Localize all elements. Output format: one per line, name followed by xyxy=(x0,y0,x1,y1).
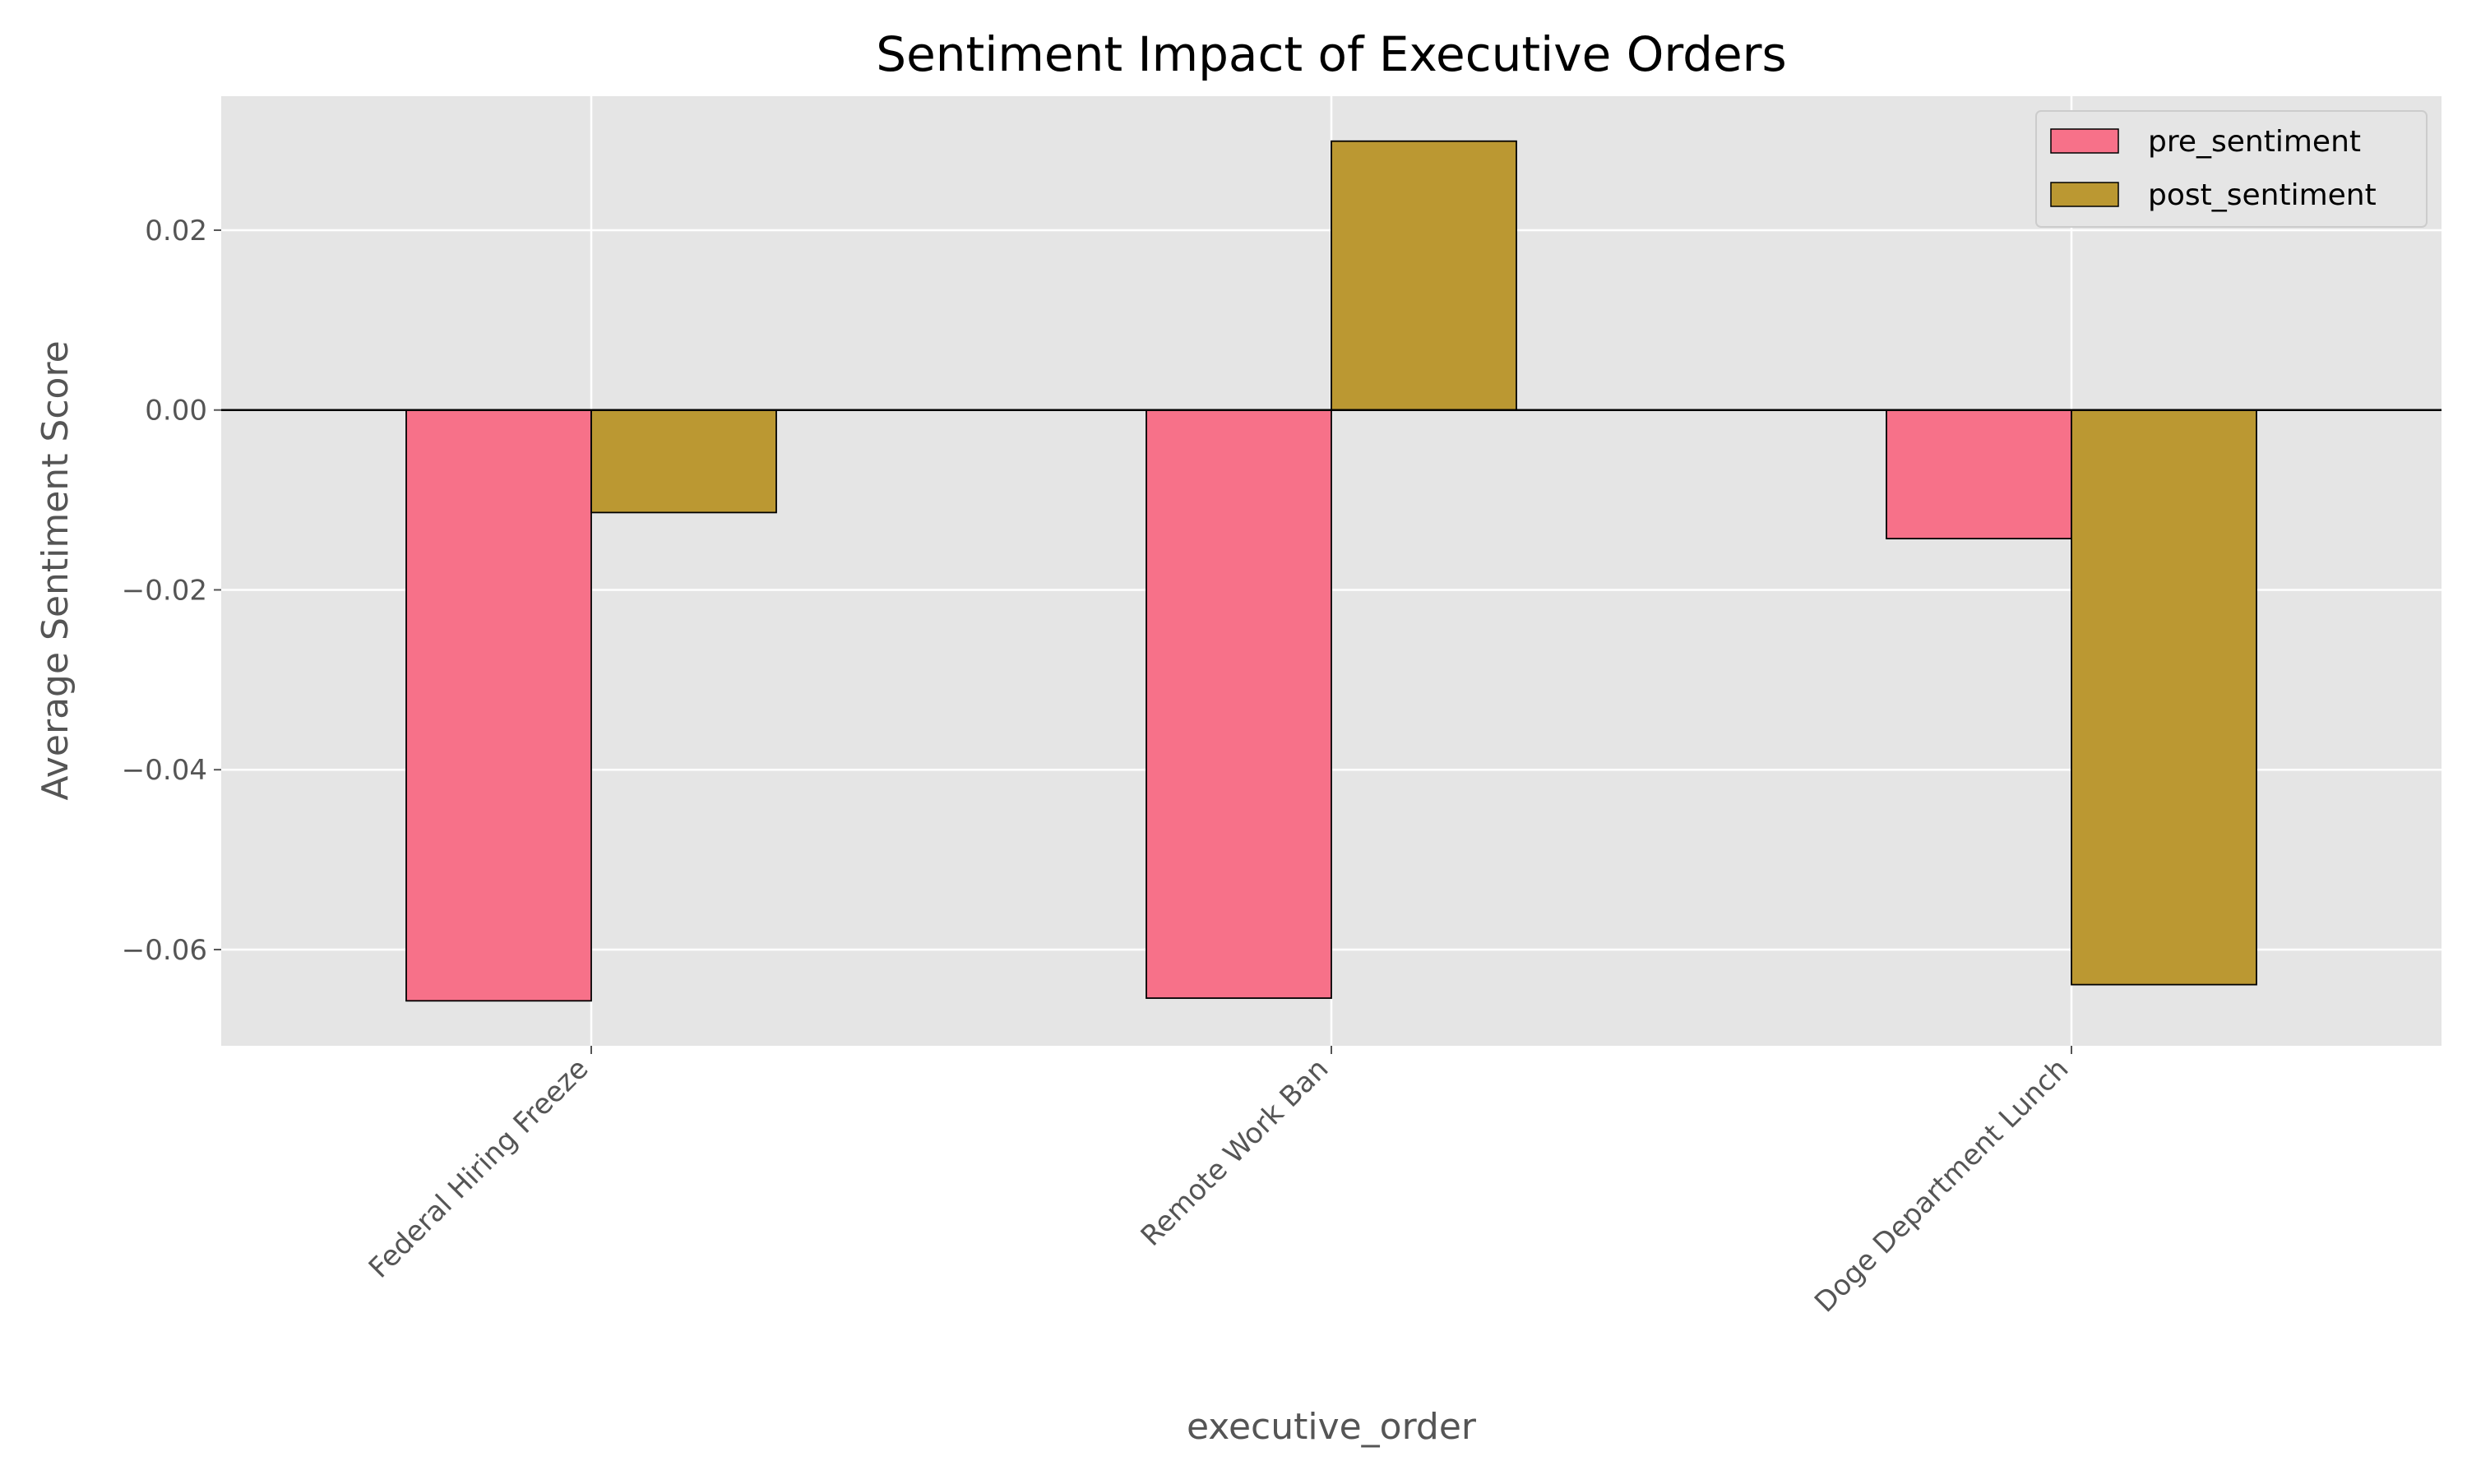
y-tick-label: 0.00 xyxy=(145,395,207,428)
legend-frame xyxy=(2035,110,2428,228)
legend: pre_sentiment post_sentiment xyxy=(2035,110,2428,228)
y-tick-label: 0.02 xyxy=(145,215,207,247)
legend-label-post: post_sentiment xyxy=(2148,178,2377,212)
bar-pre-sentiment xyxy=(1146,409,1332,999)
y-tick-label: −0.04 xyxy=(122,754,207,787)
chart-title: Sentiment Impact of Executive Orders xyxy=(876,26,1786,82)
bar-post-sentiment xyxy=(2071,409,2257,986)
legend-label-pre: pre_sentiment xyxy=(2148,125,2361,159)
x-tick-label: Federal Hiring Freeze xyxy=(363,1052,595,1284)
bar-pre-sentiment xyxy=(405,409,592,1002)
y-tick-label: −0.02 xyxy=(122,574,207,607)
bars xyxy=(405,140,2257,1002)
y-axis-ticks: 0.02 0.00 −0.02 −0.04 −0.06 xyxy=(122,215,221,967)
bar-post-sentiment xyxy=(1331,140,1517,411)
legend-swatch-pre xyxy=(2050,128,2119,154)
y-axis-label: Average Sentiment Score xyxy=(35,340,76,800)
x-tick-label: Remote Work Ban xyxy=(1135,1052,1335,1253)
bar-pre-sentiment xyxy=(1886,409,2072,540)
x-tick-label: Doge Department Lunch xyxy=(1808,1052,2075,1319)
x-axis-label: executive_order xyxy=(1187,1406,1477,1448)
legend-swatch-post xyxy=(2050,182,2119,207)
bar-post-sentiment xyxy=(590,409,777,514)
x-axis-ticks: Federal Hiring Freeze Remote Work Ban Doge… xyxy=(363,1046,2075,1319)
y-tick-label: −0.06 xyxy=(122,934,207,967)
